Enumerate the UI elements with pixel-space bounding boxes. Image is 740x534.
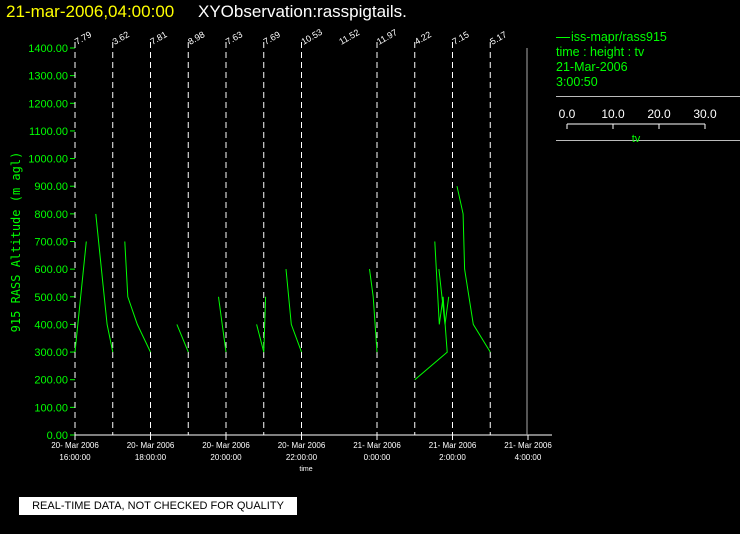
legend-time: 3:00:50 bbox=[556, 75, 598, 89]
y-tick-label: 800.00 bbox=[34, 209, 68, 221]
x-tick-date: 20- Mar 2006 bbox=[127, 441, 175, 450]
y-tick-label: 100.00 bbox=[34, 402, 68, 414]
y-tick-label: 1000.00 bbox=[28, 154, 68, 166]
x-tick-time: 18:00:00 bbox=[135, 453, 167, 462]
profile-value-label: 7.63 bbox=[224, 29, 244, 46]
profile-value-label: 5.17 bbox=[488, 29, 508, 46]
legend-scale-tick-label: 20.0 bbox=[647, 107, 671, 121]
x-tick-date: 21- Mar 2006 bbox=[429, 441, 477, 450]
profile-trace bbox=[438, 269, 450, 325]
x-tick-date: 21- Mar 2006 bbox=[353, 441, 401, 450]
y-tick-label: 0.00 bbox=[47, 430, 68, 442]
y-tick-label: 400.00 bbox=[34, 319, 68, 331]
legend-description: time : height : tv bbox=[556, 45, 645, 59]
profile-value-label: 7.15 bbox=[451, 29, 471, 46]
x-tick-time: 22:00:00 bbox=[286, 453, 318, 462]
profile-value-label: 3.62 bbox=[111, 29, 131, 46]
x-tick-time: 2:00:00 bbox=[439, 453, 466, 462]
observation-title: XYObservation:rasspigtails. bbox=[198, 2, 407, 21]
observation-datetime: 21-mar-2006,04:00:00 bbox=[6, 2, 175, 21]
legend-series-name: iss-mapr/rass915 bbox=[571, 30, 667, 44]
x-tick-time: 4:00:00 bbox=[515, 453, 542, 462]
profile-trace bbox=[218, 296, 227, 353]
y-tick-label: 900.00 bbox=[34, 181, 68, 193]
profile-trace bbox=[285, 269, 302, 353]
y-tick-label: 500.00 bbox=[34, 292, 68, 304]
x-tick-time: 16:00:00 bbox=[59, 453, 91, 462]
profile-trace bbox=[74, 241, 87, 353]
profile-value-label: 8.98 bbox=[186, 29, 206, 46]
x-tick-date: 20- Mar 2006 bbox=[278, 441, 326, 450]
profile-trace bbox=[369, 269, 378, 353]
profile-value-label: 7.81 bbox=[149, 29, 169, 46]
x-tick-date: 21- Mar 2006 bbox=[504, 441, 552, 450]
legend-divider-top bbox=[556, 96, 740, 97]
y-tick-label: 200.00 bbox=[34, 375, 68, 387]
quality-disclaimer: REAL-TIME DATA, NOT CHECKED FOR QUALITY bbox=[19, 497, 297, 515]
legend-divider-bottom bbox=[556, 140, 740, 141]
y-tick-label: 300.00 bbox=[34, 347, 68, 359]
x-tick-date: 20- Mar 2006 bbox=[51, 441, 99, 450]
profile-value-label: 7.69 bbox=[262, 29, 282, 46]
legend-scale-tick-label: 10.0 bbox=[601, 107, 625, 121]
legend-line-swatch bbox=[556, 37, 570, 39]
x-axis-label: time bbox=[299, 466, 312, 473]
y-tick-label: 1400.00 bbox=[28, 43, 68, 55]
profile-trace bbox=[256, 296, 267, 353]
y-tick-label: 1300.00 bbox=[28, 71, 68, 83]
legend: iss-mapr/rass915 time : height : tv 21-M… bbox=[556, 30, 667, 90]
profile-trace bbox=[456, 186, 491, 353]
legend-scale-tick-label: 30.0 bbox=[693, 107, 717, 121]
profile-trace bbox=[95, 213, 114, 353]
x-tick-time: 20:00:00 bbox=[210, 453, 242, 462]
legend-date: 21-Mar-2006 bbox=[556, 60, 628, 74]
y-tick-label: 600.00 bbox=[34, 264, 68, 276]
profile-value-label: 11.97 bbox=[375, 27, 399, 47]
profile-value-label: 11.52 bbox=[337, 27, 361, 47]
profile-value-label: 4.22 bbox=[413, 29, 433, 46]
profile-trace bbox=[176, 324, 189, 353]
legend-series-entry: iss-mapr/rass915 bbox=[556, 30, 667, 45]
profile-value-label: 10.53 bbox=[300, 27, 325, 47]
y-tick-label: 1100.00 bbox=[29, 126, 68, 138]
x-tick-date: 20- Mar 2006 bbox=[202, 441, 250, 450]
profile-trace bbox=[124, 241, 151, 353]
profile-value-label: 7.79 bbox=[73, 29, 93, 46]
legend-scale-tick-label: 0.0 bbox=[559, 107, 576, 121]
profile-trace bbox=[414, 241, 448, 381]
y-axis-label: 915 RASS Altitude (m agl) bbox=[9, 152, 23, 333]
legend-scale-label: tv bbox=[632, 133, 641, 145]
y-tick-label: 1200.00 bbox=[28, 98, 68, 110]
y-tick-label: 700.00 bbox=[34, 237, 68, 249]
x-tick-time: 0:00:00 bbox=[364, 453, 391, 462]
